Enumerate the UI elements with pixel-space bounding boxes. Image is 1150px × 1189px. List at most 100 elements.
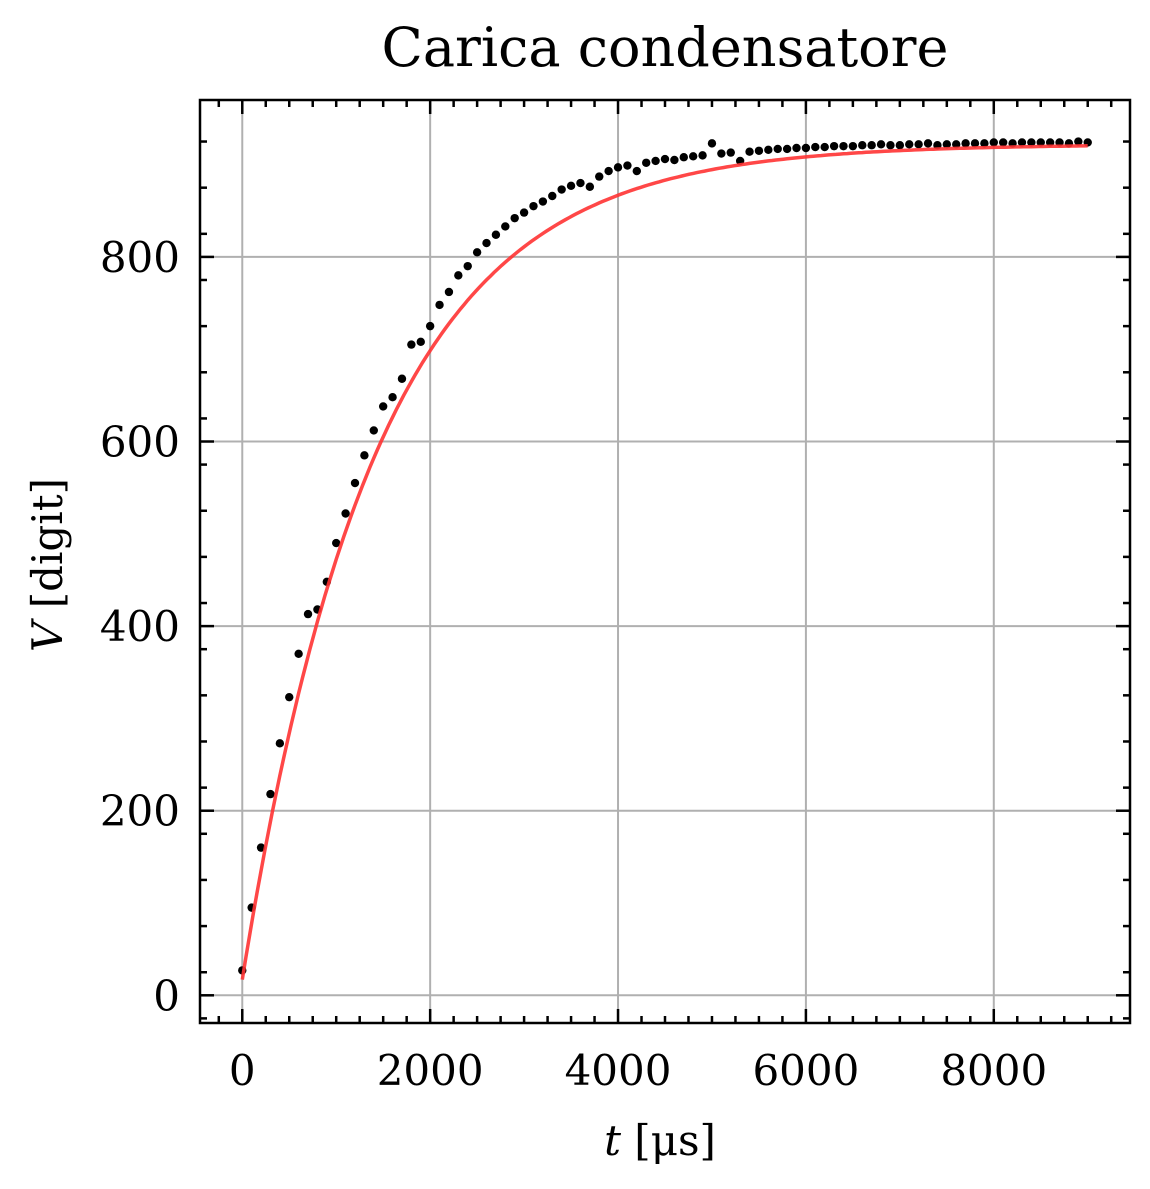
- data-point: [717, 149, 726, 158]
- data-point: [848, 141, 858, 151]
- data-point: [1036, 138, 1045, 147]
- data-point: [698, 151, 707, 160]
- y-axis-label-var: V: [23, 618, 72, 652]
- x-tick-labels: 0 2000 4000 6000 8000: [229, 1046, 1047, 1095]
- x-tick-label: 6000: [752, 1046, 859, 1095]
- data-point: [510, 213, 519, 223]
- data-point: [773, 144, 782, 154]
- tick-marks: [200, 100, 1130, 1023]
- data-point: [482, 238, 491, 248]
- data-point: [642, 158, 651, 167]
- data-point: [989, 138, 998, 147]
- data-point: [905, 140, 914, 149]
- data-point: [942, 140, 952, 149]
- x-axis-label-unit: [μs]: [621, 1116, 716, 1165]
- data-point: [341, 509, 350, 518]
- data-point: [858, 141, 867, 150]
- data-point: [491, 230, 501, 239]
- data-point: [670, 155, 679, 165]
- data-point: [369, 426, 378, 435]
- data-point: [463, 261, 472, 271]
- data-point: [303, 609, 313, 619]
- data-point: [378, 402, 388, 411]
- data-point: [651, 156, 660, 166]
- data-points: [238, 137, 1092, 975]
- x-axis-label: t [μs]: [604, 1116, 716, 1165]
- grid-lines: [200, 100, 1130, 1023]
- data-point: [444, 287, 454, 297]
- x-tick-label: 4000: [565, 1046, 672, 1095]
- data-point: [538, 197, 548, 206]
- data-point: [811, 142, 820, 152]
- data-point: [764, 145, 773, 155]
- data-point: [839, 141, 848, 151]
- data-point: [425, 321, 435, 331]
- y-axis-label-unit: [digit]: [23, 478, 72, 622]
- data-point: [876, 140, 886, 149]
- data-point: [566, 181, 576, 191]
- data-point: [256, 843, 266, 852]
- data-point: [660, 154, 670, 164]
- data-point: [923, 139, 933, 148]
- data-point: [557, 185, 566, 194]
- data-point: [407, 340, 416, 349]
- data-point: [472, 248, 482, 257]
- data-point: [275, 739, 285, 748]
- data-point: [754, 146, 764, 155]
- data-point: [585, 182, 595, 191]
- y-tick-label: 600: [100, 418, 180, 467]
- y-tick-label: 0: [153, 971, 180, 1020]
- data-point: [1027, 138, 1036, 147]
- data-point: [726, 148, 735, 157]
- x-tick-label: 0: [229, 1046, 256, 1095]
- data-point: [416, 337, 425, 347]
- data-point: [1074, 137, 1083, 146]
- data-point: [895, 141, 905, 150]
- data-point: [576, 178, 585, 188]
- data-point: [388, 393, 397, 402]
- x-axis-label-var: t: [604, 1116, 621, 1165]
- data-point: [623, 161, 632, 170]
- data-point: [548, 191, 557, 201]
- data-point: [970, 139, 980, 148]
- data-point: [397, 374, 407, 383]
- data-point: [961, 139, 970, 148]
- data-point: [998, 138, 1008, 147]
- chart-title: Carica condensatore: [382, 16, 949, 79]
- data-point: [914, 140, 923, 149]
- data-point: [829, 141, 839, 151]
- data-point: [707, 139, 717, 148]
- data-point: [867, 141, 876, 150]
- data-point: [435, 300, 444, 310]
- data-point: [454, 271, 463, 280]
- data-point: [294, 649, 303, 658]
- data-point: [820, 142, 829, 152]
- y-axis-label: V [digit]: [23, 478, 72, 652]
- x-tick-label: 2000: [377, 1046, 484, 1095]
- data-point: [792, 143, 801, 153]
- data-point: [350, 478, 360, 488]
- data-point: [679, 153, 688, 162]
- data-point: [360, 451, 369, 460]
- data-point: [529, 201, 538, 211]
- fit-line: [240, 144, 1088, 980]
- data-point: [501, 222, 510, 231]
- plot-frame: [198, 98, 1132, 1025]
- data-point: [782, 144, 792, 154]
- data-point: [952, 140, 961, 149]
- data-point: [1017, 138, 1027, 147]
- data-point: [886, 141, 895, 150]
- y-tick-label: 400: [100, 602, 180, 651]
- data-point: [613, 163, 623, 172]
- data-point: [632, 166, 642, 176]
- y-tick-labels: 0 200 400 600 800: [100, 233, 180, 1020]
- data-point: [519, 208, 529, 217]
- data-point: [285, 692, 294, 702]
- fit-curve: [240, 144, 1088, 980]
- x-tick-label: 8000: [940, 1046, 1047, 1095]
- data-point: [688, 152, 698, 161]
- data-point: [595, 172, 604, 181]
- data-point: [801, 143, 811, 153]
- data-point: [266, 789, 275, 799]
